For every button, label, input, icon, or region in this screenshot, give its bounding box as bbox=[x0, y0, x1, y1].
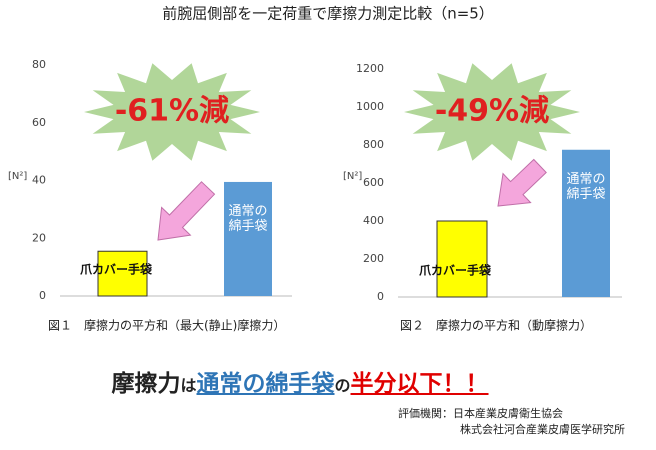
category-label: 爪カバー手袋 bbox=[419, 263, 492, 278]
caption: 図１ 摩擦力の平方和（最大(静止)摩擦力） bbox=[48, 318, 285, 333]
caption: 図２ 摩擦力の平方和（動摩擦力） bbox=[400, 318, 592, 333]
bar bbox=[224, 181, 272, 296]
y-tick-label: 20 bbox=[32, 231, 46, 244]
y-tick-label: 80 bbox=[32, 58, 46, 71]
annotation: -61%減 bbox=[115, 94, 229, 129]
credit-line: 株式会社河合産業皮膚医学研究所 bbox=[460, 423, 625, 436]
annotation: -49%減 bbox=[435, 94, 549, 129]
y-tick-label: 1000 bbox=[356, 100, 384, 113]
category-label: 爪カバー手袋 bbox=[80, 262, 153, 277]
y-tick-label: 400 bbox=[363, 214, 384, 227]
category-label-box: 通常の綿手袋 bbox=[566, 171, 606, 202]
arrow bbox=[157, 181, 216, 241]
starburst bbox=[84, 63, 260, 161]
category-label-box: 通常の綿手袋 bbox=[228, 203, 268, 234]
y-tick-label: 60 bbox=[32, 116, 46, 129]
credit-line: 評価機関：日本産業皮膚衛生協会 bbox=[398, 407, 563, 420]
y-tick-label: 0 bbox=[377, 290, 384, 303]
y-axis-label: [N²] bbox=[343, 171, 362, 182]
y-tick-label: 800 bbox=[363, 138, 384, 151]
y-tick-label: 1200 bbox=[356, 62, 384, 75]
slogan: 摩擦力は通常の綿手袋の半分以下！！ bbox=[0, 364, 600, 398]
bar bbox=[562, 149, 610, 297]
slogan-part: は bbox=[180, 376, 197, 395]
page-title: 前腕屈側部を一定荷重で摩擦力測定比較（n=5） bbox=[162, 5, 494, 23]
category-label: 通常の綿手袋 bbox=[228, 203, 268, 234]
y-tick-label: 600 bbox=[363, 176, 384, 189]
starburst bbox=[404, 63, 580, 161]
y-tick-label: 200 bbox=[363, 252, 384, 265]
category-label: 通常の綿手袋 bbox=[566, 171, 606, 202]
y-axis-label: [N²] bbox=[8, 171, 27, 182]
slogan-part: の bbox=[334, 376, 351, 395]
slogan-part: 摩擦力 bbox=[111, 371, 181, 397]
slogan-part: 半分以下！！ bbox=[350, 371, 489, 397]
y-tick-label: 40 bbox=[32, 174, 46, 187]
credit: 評価機関：日本産業皮膚衛生協会 株式会社河合産業皮膚医学研究所 bbox=[398, 406, 625, 438]
slogan-part: 通常の綿手袋 bbox=[196, 371, 335, 397]
arrow bbox=[497, 158, 547, 207]
y-tick-label: 0 bbox=[39, 289, 46, 302]
bar bbox=[436, 220, 488, 298]
bar bbox=[97, 250, 148, 297]
